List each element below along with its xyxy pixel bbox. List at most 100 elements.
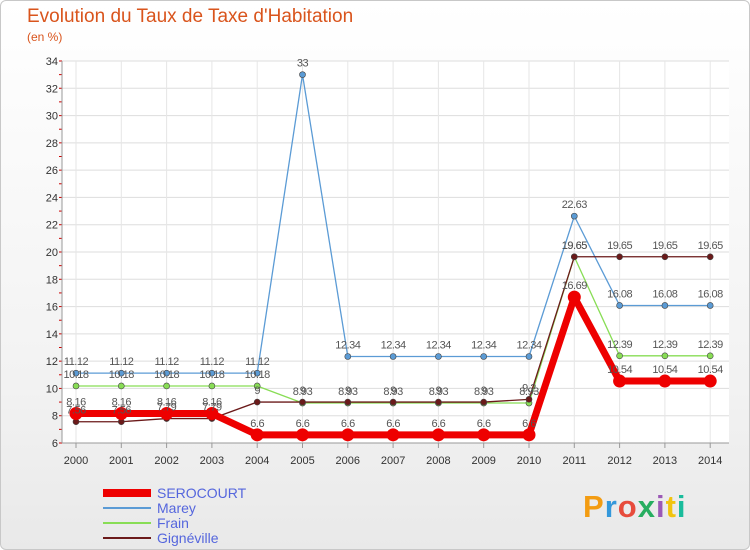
data-label: 9	[436, 385, 442, 397]
data-label: 8.16	[157, 397, 177, 409]
data-label: 6.6	[432, 418, 446, 430]
data-point	[661, 253, 669, 261]
data-label: 9	[345, 385, 351, 397]
data-label: 16.08	[607, 288, 632, 300]
data-label: 9	[300, 385, 306, 397]
data-label: 33	[297, 58, 309, 70]
data-point	[389, 353, 397, 360]
x-tick-label: 2013	[653, 455, 677, 467]
legend-label: Gignéville	[157, 530, 219, 546]
logo-letter: r	[604, 489, 618, 524]
data-point	[208, 382, 216, 390]
y-tick-label: 6	[52, 438, 58, 450]
y-tick-label: 24	[46, 192, 58, 204]
data-point	[72, 369, 80, 377]
data-point	[341, 428, 355, 442]
data-label: 8.93	[474, 386, 494, 398]
data-point	[613, 374, 627, 388]
data-point	[160, 407, 174, 421]
data-label: 12.39	[698, 339, 723, 351]
data-label: 10.54	[607, 364, 632, 376]
y-tick-label: 16	[46, 302, 58, 314]
data-label: 19.65	[607, 240, 632, 252]
y-tick-label: 10	[46, 383, 58, 395]
data-point	[616, 352, 623, 360]
data-point	[706, 253, 714, 261]
data-point	[480, 353, 488, 360]
data-label: 19.65	[652, 240, 677, 252]
y-tick-label: 28	[46, 138, 58, 150]
data-label: 12.34	[426, 340, 451, 352]
data-label: 12.34	[516, 340, 541, 352]
data-label: 12.34	[471, 340, 496, 352]
data-point	[163, 382, 170, 390]
y-tick-label: 26	[46, 165, 58, 177]
proxiti-logo: Proxiti	[583, 489, 687, 525]
x-tick-label: 2005	[290, 455, 314, 467]
data-point	[118, 382, 125, 390]
y-tick-label: 32	[46, 83, 58, 95]
data-point	[296, 428, 309, 442]
y-tick-label: 20	[46, 247, 58, 259]
data-point	[616, 253, 623, 261]
logo-letter: x	[637, 489, 656, 524]
data-point	[706, 302, 714, 309]
data-point	[616, 302, 623, 309]
logo-letter: i	[676, 489, 687, 524]
data-label: 8.16	[66, 397, 86, 409]
chart-subtitle: (en %)	[27, 30, 63, 44]
data-point	[570, 253, 578, 261]
x-tick-label: 2012	[607, 455, 631, 467]
data-point	[253, 369, 261, 377]
data-label: 10.18	[63, 369, 88, 381]
data-point	[253, 382, 261, 390]
data-label: 12.34	[381, 340, 406, 352]
data-point	[114, 407, 128, 421]
data-point	[522, 428, 536, 442]
data-label: 6.6	[477, 418, 491, 430]
x-tick-label: 2003	[200, 455, 224, 467]
data-point	[386, 428, 400, 442]
data-label: 12.34	[335, 340, 360, 352]
x-tick-label: 2014	[698, 455, 722, 467]
y-tick-label: 34	[46, 56, 58, 68]
data-label: 16.08	[652, 288, 677, 300]
logo-letter: o	[617, 489, 638, 524]
x-tick-label: 2004	[245, 455, 269, 467]
y-tick-label: 14	[46, 329, 58, 341]
data-label: 6.6	[386, 418, 400, 430]
data-point	[658, 374, 672, 388]
data-point	[208, 369, 216, 377]
data-label: 11.12	[245, 356, 270, 368]
data-label: 16.08	[698, 288, 723, 300]
data-point	[253, 398, 261, 406]
data-point	[567, 290, 581, 304]
x-tick-label: 2002	[154, 455, 178, 467]
x-tick-label: 2010	[517, 455, 541, 467]
logo-letter: t	[665, 489, 677, 524]
data-point	[299, 398, 306, 406]
data-label: 11.12	[154, 356, 179, 368]
data-point	[480, 398, 488, 406]
data-label: 9	[254, 385, 260, 397]
data-label: 12.39	[607, 339, 632, 351]
x-tick-label: 2001	[109, 455, 133, 467]
data-label: 19.65	[698, 240, 723, 252]
y-tick-label: 18	[46, 274, 58, 286]
x-tick-label: 2008	[426, 455, 450, 467]
data-point	[525, 396, 533, 403]
data-label: 10.18	[154, 369, 179, 381]
data-label: 8.93	[383, 386, 403, 398]
data-point	[706, 352, 714, 360]
data-point	[69, 407, 83, 421]
data-label: 6.6	[522, 418, 536, 430]
data-label: 8.93	[338, 386, 358, 398]
data-point	[477, 428, 491, 442]
data-label: 7.56	[66, 405, 86, 417]
x-tick-label: 2007	[381, 455, 405, 467]
x-tick-label: 2009	[471, 455, 495, 467]
data-label: 7.79	[157, 402, 177, 414]
data-label: 10.18	[109, 369, 134, 381]
